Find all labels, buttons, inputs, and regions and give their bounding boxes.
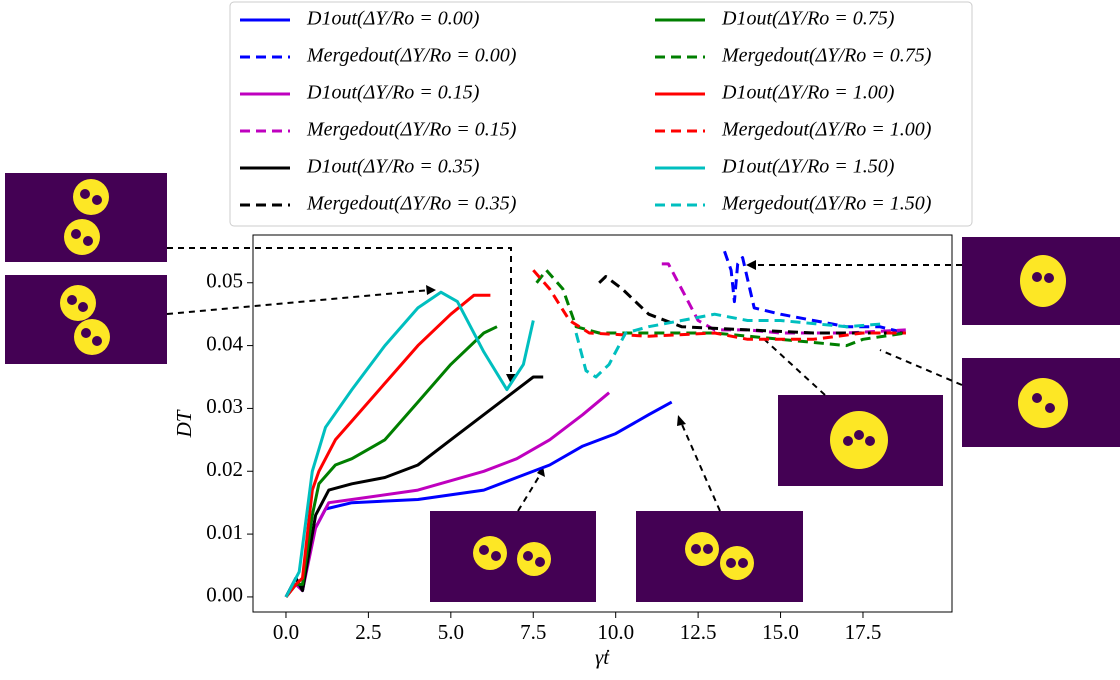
legend-label: D1out(ΔY/Ro = 1.00) — [721, 82, 895, 104]
y-tick-label: 0.05 — [206, 269, 243, 293]
legend-label: Mergedout(ΔY/Ro = 1.00) — [721, 119, 932, 141]
series-line — [284, 290, 535, 598]
legend-label: D1out(ΔY/Ro = 0.75) — [721, 8, 895, 30]
legend-label: D1out(ΔY/Ro = 1.50) — [721, 156, 895, 178]
x-axis-label: γ̇t — [595, 645, 610, 669]
insets — [5, 173, 1120, 602]
arrows — [166, 247, 963, 512]
legend-label: Mergedout(ΔY/Ro = 0.00) — [306, 45, 517, 67]
y-tick-label: 0.02 — [206, 457, 243, 481]
legend-label: D1out(ΔY/Ro = 0.00) — [306, 8, 480, 30]
legend-label: D1out(ΔY/Ro = 0.15) — [306, 82, 480, 104]
y-axis-label: DT — [172, 409, 196, 438]
series-line — [574, 312, 887, 379]
legend-label: Mergedout(ΔY/Ro = 1.50) — [721, 193, 932, 215]
y-tick-label: 0.00 — [206, 583, 243, 607]
x-tick-label: 12.5 — [680, 620, 717, 644]
x-tick-label: 15.0 — [762, 620, 799, 644]
x-tick-label: 7.5 — [520, 620, 546, 644]
x-tick-label: 17.5 — [845, 620, 882, 644]
inset — [430, 511, 596, 602]
legend-label: Mergedout(ΔY/Ro = 0.15) — [306, 119, 517, 141]
y-tick-label: 0.01 — [206, 520, 243, 544]
legend-box — [229, 1, 973, 227]
series-line — [723, 250, 907, 335]
series-line — [661, 262, 906, 335]
legend-label: Mergedout(ΔY/Ro = 0.35) — [306, 193, 517, 215]
arrow-heads — [426, 260, 756, 477]
x-tick-label: 2.5 — [355, 620, 381, 644]
x-tick-label: 5.0 — [438, 620, 464, 644]
series-line — [598, 275, 906, 335]
series-line — [535, 268, 907, 348]
x-tick-label: 10.0 — [597, 620, 634, 644]
x-tick-label: 0.0 — [273, 620, 299, 644]
series-line — [284, 293, 491, 598]
inset — [636, 511, 803, 602]
legend-label: D1out(ΔY/Ro = 0.35) — [306, 156, 480, 178]
y-tick-label: 0.03 — [206, 394, 243, 418]
series-line — [284, 325, 498, 598]
series-line — [284, 375, 544, 598]
y-tick-label: 0.04 — [206, 331, 243, 355]
legend-label: Mergedout(ΔY/Ro = 0.75) — [721, 45, 932, 67]
series-line — [532, 269, 906, 341]
